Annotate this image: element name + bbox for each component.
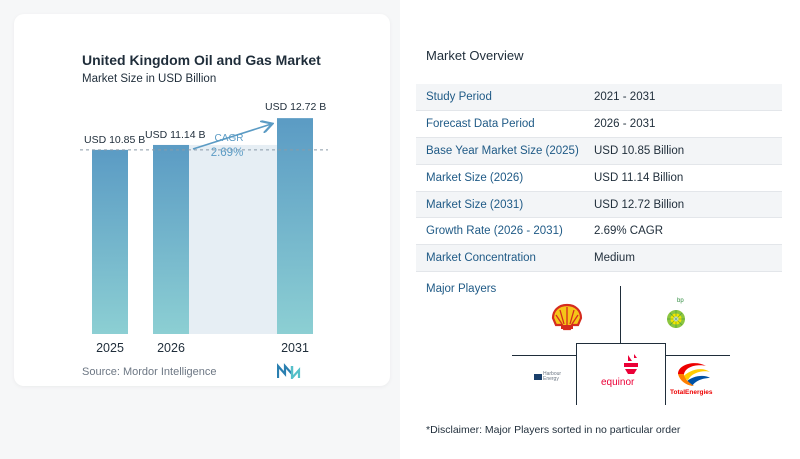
overview-row: Base Year Market Size (2025) USD 10.85 Bi… — [416, 137, 782, 165]
x-tick-label: 2026 — [157, 341, 185, 355]
x-tick-label: 2025 — [96, 341, 124, 355]
bar-chart: USD 10.85 B USD 11.14 B USD 12.72 B 2025 202… — [80, 101, 328, 355]
overview-value: 2.69% CAGR — [586, 217, 782, 246]
bar-2031 — [277, 118, 313, 335]
overview-key: Study Period — [416, 84, 586, 112]
overview-title: Market Overview — [426, 48, 524, 63]
data-label: USD 12.72 B — [265, 101, 326, 113]
overview-row: Market Concentration Medium — [416, 244, 782, 273]
major-players-label: Major Players — [426, 283, 497, 295]
overview-value: Medium — [586, 244, 782, 273]
mordor-logo-icon — [277, 363, 301, 379]
overview-value: 2021 - 2031 — [586, 84, 782, 112]
grid-divider — [665, 343, 666, 405]
bar-2026 — [153, 144, 189, 334]
grid-divider — [576, 343, 577, 405]
totalenergies-logo-text: TotalEnergies — [670, 389, 713, 396]
overview-key: Growth Rate (2026 - 2031) — [416, 217, 586, 246]
cagr-arrow — [192, 124, 271, 150]
bp-logo-icon — [667, 310, 685, 328]
overview-row: Growth Rate (2026 - 2031) 2.69% CAGR — [416, 217, 782, 246]
cagr-value: 2.69% — [211, 147, 244, 159]
totalenergies-logo-icon — [678, 363, 710, 386]
overview-value: 2026 - 2031 — [586, 110, 782, 139]
bar-2025 — [92, 149, 128, 334]
overview-table: Study Period 2021 - 2031 Forecast Data Per… — [416, 84, 782, 273]
overview-value: USD 10.85 Billion — [586, 137, 782, 165]
overview-key: Base Year Market Size (2025) — [416, 137, 586, 165]
data-label: USD 10.85 B — [84, 134, 145, 146]
overview-key: Market Size (2026) — [416, 164, 586, 192]
chart-title: United Kingdom Oil and Gas Market — [82, 52, 321, 68]
equinor-logo-text: equinor — [601, 377, 635, 388]
overview-key: Market Size (2031) — [416, 191, 586, 219]
overview-row: Market Size (2026) USD 11.14 Billion — [416, 164, 782, 192]
x-tick-label: 2031 — [281, 341, 309, 355]
overview-row: Study Period 2021 - 2031 — [416, 84, 782, 112]
overview-value: USD 12.72 Billion — [586, 191, 782, 219]
overview-value: USD 11.14 Billion — [586, 164, 782, 192]
grid-divider — [620, 286, 621, 343]
source-note: Source: Mordor Intelligence — [82, 366, 217, 378]
bp-logo-text: bp — [677, 298, 684, 304]
data-label: USD 11.14 B — [145, 129, 206, 141]
harbour-logo-text: Harbour Energy — [543, 371, 562, 382]
shell-logo-icon — [551, 303, 583, 331]
disclaimer: *Disclaimer: Major Players sorted in no … — [426, 424, 681, 436]
equinor-logo-icon — [624, 354, 638, 374]
cagr-label: CAGR — [215, 133, 244, 144]
overview-row: Forecast Data Period 2026 - 2031 — [416, 110, 782, 139]
chart-subtitle: Market Size in USD Billion — [82, 73, 217, 85]
grid-divider — [576, 343, 666, 344]
grid-divider — [666, 355, 730, 356]
harbour-logo-icon — [534, 374, 542, 380]
grid-divider — [512, 355, 576, 356]
overview-row: Market Size (2031) USD 12.72 Billion — [416, 191, 782, 219]
overview-key: Forecast Data Period — [416, 110, 586, 139]
overview-key: Market Concentration — [416, 244, 586, 273]
forecast-shade — [189, 144, 277, 334]
